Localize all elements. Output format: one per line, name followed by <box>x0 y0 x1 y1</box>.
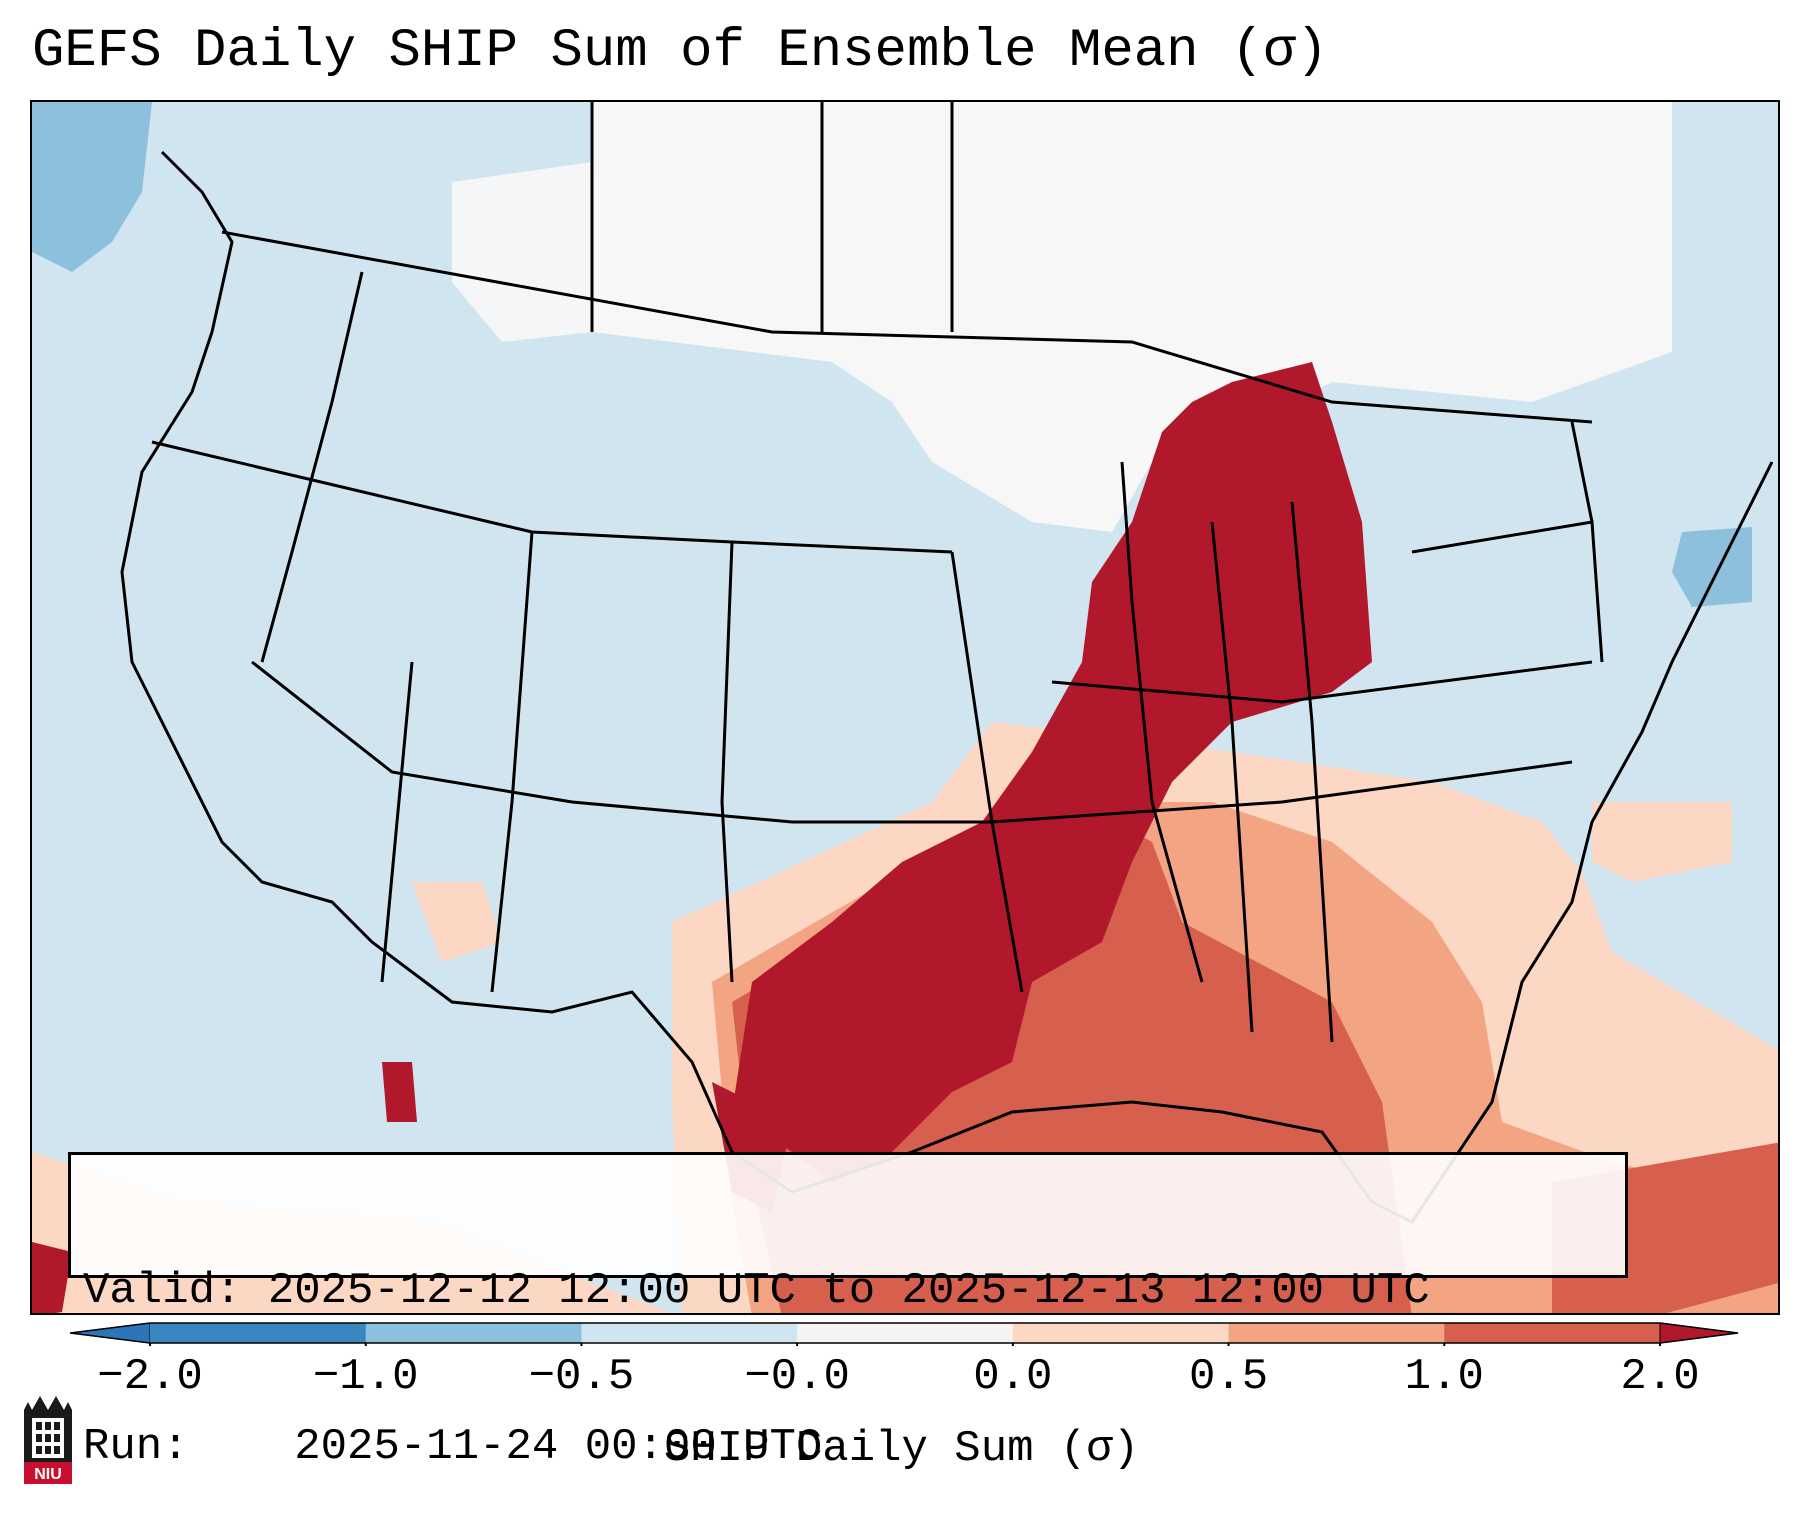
us-canada-border <box>221 230 1593 424</box>
map-panel <box>30 100 1780 1315</box>
negative-region-atlantic <box>1672 527 1752 607</box>
max-positive-region-pacific <box>32 1242 72 1313</box>
colorbar-extend-high <box>1659 1322 1739 1344</box>
page-title: GEFS Daily SHIP Sum of Ensemble Mean (σ) <box>32 21 1329 82</box>
colorbar-segment <box>797 1323 1014 1343</box>
boundary-lines <box>120 102 1774 1224</box>
state-border-tn <box>991 760 1573 824</box>
colorbar-segment <box>1012 1323 1230 1343</box>
colorbar-segment <box>365 1323 582 1343</box>
state-border-west-1 <box>260 271 364 663</box>
colorbar-tick-label: 1.0 <box>1404 1352 1484 1402</box>
valid-value: 2025-12-12 12:00 UTC to 2025-12-13 12:00… <box>267 1266 1430 1316</box>
colorbar-tick-label: 2.0 <box>1620 1352 1700 1402</box>
state-border-4corners <box>380 661 414 983</box>
state-border-ga <box>1290 501 1334 1043</box>
run-label: Run: <box>83 1422 189 1472</box>
coastline-path <box>120 150 1774 1224</box>
colorbar-segment <box>581 1323 798 1343</box>
state-border-al <box>1210 521 1254 1033</box>
state-border-ms <box>1120 461 1204 983</box>
max-positive-region-baja <box>382 1062 417 1122</box>
colorbar-extend-low <box>70 1322 151 1344</box>
weak-positive-region-baja <box>412 882 502 962</box>
colorbar-tick-label: 0.5 <box>1188 1352 1269 1402</box>
map-canvas <box>32 102 1778 1313</box>
valid-row: Valid: 2025-12-12 12:00 UTC to 2025-12-1… <box>83 1265 1613 1317</box>
colorbar-segment <box>1444 1323 1661 1343</box>
colorbar-tick-label: −2.0 <box>97 1352 203 1402</box>
run-row: Run: 2025-11-24 00:00 UTC <box>83 1421 1613 1473</box>
logo-text: NIU <box>34 1466 62 1483</box>
near-zero-region-north <box>592 102 1672 532</box>
state-border-row-1 <box>151 440 953 554</box>
weak-positive-region-atlantic <box>1592 802 1732 882</box>
valid-run-info-box: Valid: 2025-12-12 12:00 UTC to 2025-12-1… <box>68 1152 1628 1472</box>
state-border-ny <box>1570 421 1594 523</box>
colorbar-label: SHIP Daily Sum (σ) <box>663 1424 1140 1474</box>
state-border-ok <box>720 541 734 983</box>
colorbar <box>70 1322 1739 1346</box>
colorbar-tick-label: −1.0 <box>312 1352 419 1402</box>
run-value: 2025-11-24 00:00 UTC <box>294 1422 823 1472</box>
colorbar-ticks: −2.0 −1.0 −0.5 −0.0 0.0 0.5 1.0 2.0 <box>0 1352 1803 1412</box>
state-border-ky <box>1051 660 1593 704</box>
colorbar-tick-label: −0.5 <box>528 1352 635 1402</box>
colorbar-segment <box>1228 1323 1445 1343</box>
colorbar-tick-label: −0.0 <box>744 1352 850 1402</box>
state-border-row-2 <box>251 660 992 824</box>
colorbar-segment <box>150 1323 367 1343</box>
niu-logo: NIU <box>24 1396 72 1484</box>
state-border-nm <box>490 531 534 993</box>
negative-region-northwest <box>32 102 152 272</box>
max-positive-region-central <box>732 362 1372 1182</box>
valid-label: Valid: <box>83 1266 242 1316</box>
colorbar-tick-label: 0.0 <box>973 1352 1053 1402</box>
